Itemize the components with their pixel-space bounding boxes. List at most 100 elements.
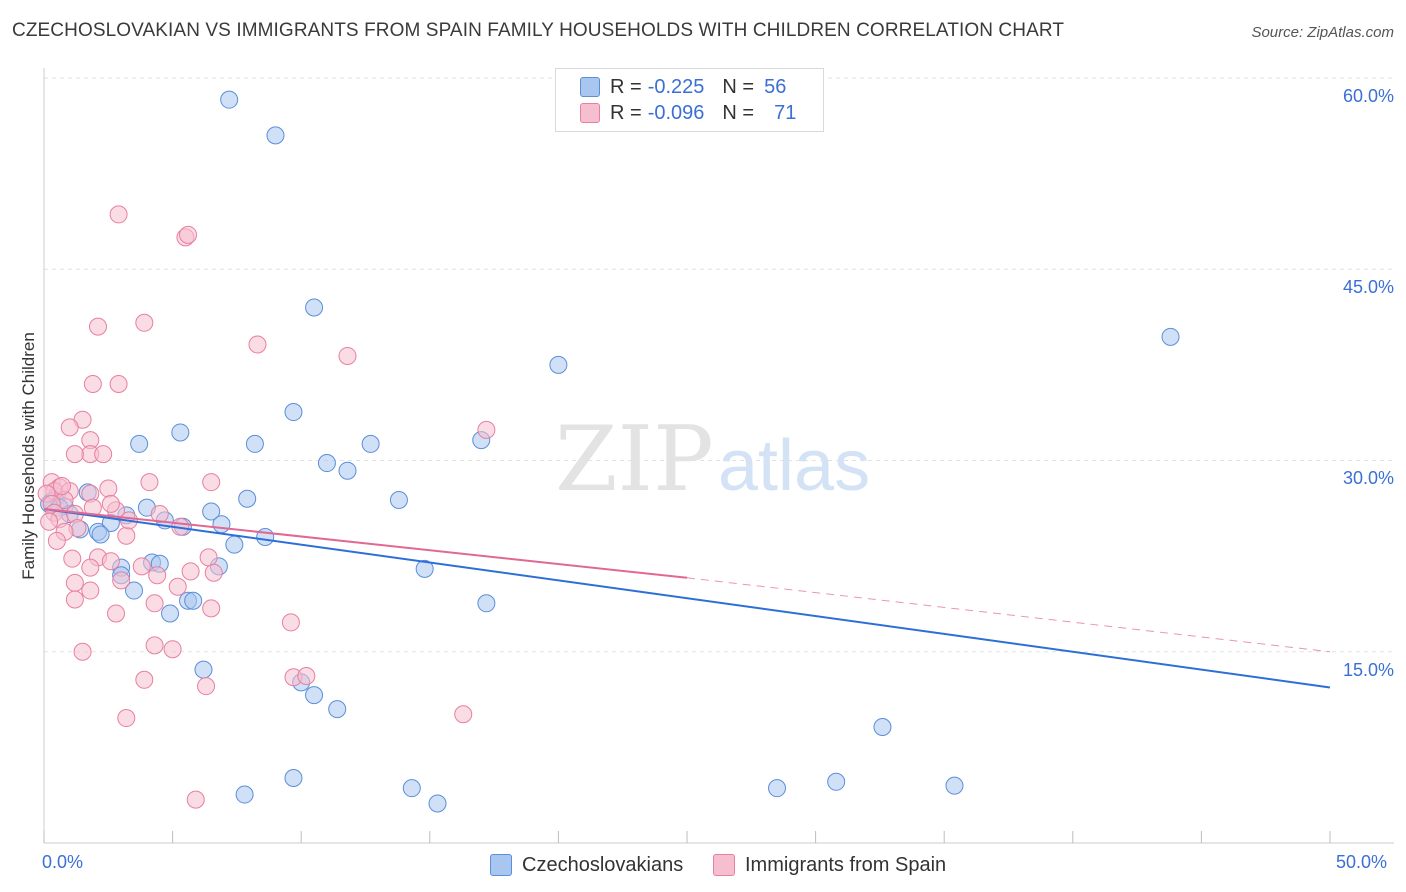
- legend-n-value: 71: [774, 101, 797, 124]
- data-point: [873, 717, 892, 736]
- series-immigrants-from-spain: [37, 205, 496, 809]
- data-point: [225, 535, 244, 554]
- data-point: [65, 445, 84, 464]
- data-point: [328, 700, 347, 719]
- y-tick-label-15: 15.0%: [1342, 660, 1394, 680]
- data-point: [91, 525, 110, 544]
- data-point: [338, 461, 357, 480]
- bottom-legend-label: Immigrants from Spain: [745, 853, 947, 876]
- data-point: [81, 581, 100, 600]
- bottom-legend-swatch-pink: [713, 854, 735, 876]
- legend-r-value: -0.096: [647, 101, 705, 124]
- bottom-legend-label: Czechoslovakians: [522, 853, 684, 876]
- data-point: [40, 512, 59, 531]
- data-point: [161, 604, 180, 623]
- watermark: ZIP atlas: [555, 407, 870, 512]
- data-point: [181, 562, 200, 581]
- data-point: [317, 454, 336, 473]
- data-point: [549, 355, 568, 374]
- data-point: [168, 577, 187, 596]
- data-point: [338, 346, 357, 365]
- data-point: [235, 785, 254, 804]
- data-point: [827, 772, 846, 791]
- data-point: [89, 317, 108, 336]
- data-point: [305, 298, 324, 317]
- data-point: [63, 549, 82, 568]
- trend-line-extension-1: [686, 577, 1331, 653]
- data-point: [361, 434, 380, 453]
- legend-r-value: -0.225: [647, 75, 705, 98]
- data-point: [132, 557, 151, 576]
- x-ticks: [43, 831, 1331, 843]
- data-point: [194, 660, 213, 679]
- legend-r-label: R =: [610, 101, 642, 124]
- data-point: [389, 491, 408, 510]
- data-point: [248, 335, 267, 354]
- data-point: [117, 709, 136, 728]
- data-point: [768, 779, 787, 798]
- data-point: [65, 590, 84, 609]
- x-tick-label-max: 50.0%: [1336, 852, 1388, 872]
- data-point: [130, 434, 149, 453]
- data-point: [284, 768, 303, 787]
- legend-swatch-pink: [580, 103, 600, 123]
- data-point: [125, 581, 144, 600]
- gridlines: [44, 77, 1394, 653]
- data-point: [145, 594, 164, 613]
- data-point: [163, 640, 182, 659]
- trend-line-0: [43, 507, 1331, 689]
- data-point: [148, 566, 167, 585]
- data-point: [477, 594, 496, 613]
- data-point: [245, 434, 264, 453]
- data-point: [140, 473, 159, 492]
- data-point: [109, 375, 128, 393]
- data-point: [266, 126, 285, 145]
- legend-row-czechoslovakians: R = -0.225 N = 56: [580, 75, 786, 99]
- data-point: [477, 420, 496, 439]
- watermark-zip: ZIP: [555, 407, 714, 512]
- legend-row-immigrants-from-spain: R = -0.096 N = 71: [580, 101, 796, 125]
- legend-swatch-blue: [580, 77, 600, 97]
- data-point: [415, 559, 434, 578]
- data-point: [47, 531, 66, 550]
- y-axis-label: Family Households with Children: [19, 332, 38, 580]
- data-point: [135, 313, 154, 332]
- data-point: [204, 563, 223, 582]
- data-point: [202, 599, 221, 618]
- bottom-legend-czechoslovakians: Czechoslovakians: [490, 852, 683, 878]
- bottom-legend-swatch-blue: [490, 854, 512, 876]
- data-point: [109, 205, 128, 224]
- data-point: [107, 604, 126, 623]
- data-point: [184, 591, 203, 610]
- data-point: [402, 779, 421, 798]
- trend-line-1: [43, 507, 688, 579]
- data-point: [281, 613, 300, 632]
- data-point: [94, 445, 113, 464]
- data-point: [220, 90, 239, 109]
- legend-n-label: N =: [722, 101, 755, 124]
- data-point: [101, 552, 120, 571]
- chart-title: CZECHOSLOVAKIAN VS IMMIGRANTS FROM SPAIN…: [12, 20, 1065, 41]
- legend-r-label: R =: [610, 75, 642, 98]
- data-point: [186, 790, 205, 809]
- data-point: [1161, 327, 1180, 346]
- data-point: [202, 502, 221, 521]
- axes: [43, 68, 1394, 844]
- data-point: [297, 666, 316, 685]
- data-point: [83, 375, 102, 393]
- watermark-atlas: atlas: [718, 426, 870, 506]
- legend-n-value: 56: [764, 75, 787, 98]
- trend-lines: [43, 507, 1331, 689]
- legend-n-label: N =: [722, 75, 755, 98]
- x-tick-label-min: 0.0%: [42, 852, 84, 872]
- data-point: [179, 225, 198, 244]
- data-point: [945, 776, 964, 795]
- y-tick-label-60: 60.0%: [1342, 86, 1394, 106]
- data-point: [212, 515, 231, 534]
- chart-source: Source: ZipAtlas.com: [1251, 24, 1394, 41]
- data-point: [101, 494, 120, 513]
- data-point: [135, 670, 154, 689]
- data-point: [60, 418, 79, 437]
- data-point: [202, 473, 221, 492]
